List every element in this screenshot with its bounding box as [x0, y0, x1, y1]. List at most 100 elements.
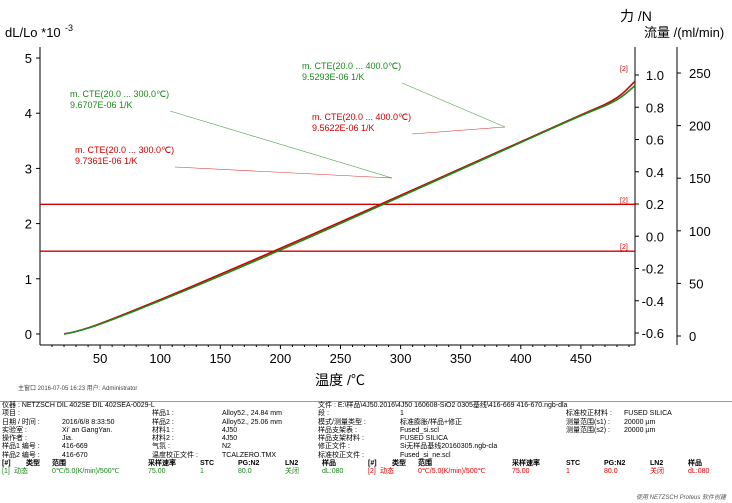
info-label: 模式/测量类型 :	[318, 418, 366, 426]
y-right2-tick-label: 50	[689, 276, 703, 291]
y-right2-tick-label: 100	[689, 224, 711, 239]
info-value: 1	[400, 410, 404, 418]
y-right1-tick-label: -0.2	[642, 262, 664, 277]
cte-leader-line	[411, 126, 506, 135]
info-row: 日期 / 时间 : 2016/6/8 8:33:50 样品2 : Alloy52…	[0, 418, 732, 426]
info-value: 20000 µm	[624, 418, 656, 426]
info-label: 样品2 :	[152, 418, 174, 426]
col-header: 类型	[392, 460, 406, 468]
segment-cell: [1]	[2, 468, 10, 476]
segment-cell: 75.00	[148, 468, 166, 476]
x-axis-label: 温度 /℃	[315, 372, 365, 388]
cte-leader-line	[401, 82, 506, 128]
info-label: 测量范围(s1) :	[566, 418, 610, 426]
info-label: 样品1 :	[152, 410, 174, 418]
segment-cell: 动态	[14, 468, 28, 476]
col-header: [#]	[2, 460, 11, 468]
info-value: 2016/6/8 8:33:50	[62, 418, 115, 426]
x-tick-label: 250	[330, 351, 352, 366]
info-row: 样品2 编号 : 416-670 温度校正文件 : TCALZERO.TMX 标…	[0, 451, 732, 459]
col-header: STC	[566, 460, 580, 468]
x-tick-label: 100	[149, 351, 171, 366]
reference-hline-tag: [2]	[620, 197, 628, 204]
x-tick-label: 50	[93, 351, 107, 366]
footer-credit: 使用 NETZSCH Proteus 软件创建	[635, 495, 726, 501]
y-right1-tick-label: -0.4	[642, 294, 664, 309]
info-label: 操作者 :	[2, 435, 27, 443]
segment-cell: dL:080	[322, 468, 344, 476]
dilatometry-chart: 50 100 150 200 250 300 350 400 450 0 1 2 3 4 5 -0.6 -0.4…	[5, 8, 724, 388]
col-header: 范围	[52, 460, 66, 468]
info-label: 实验室 :	[2, 426, 27, 434]
info-label: 样品支架表 :	[318, 426, 357, 434]
info-value: Fused_si.scl	[400, 426, 439, 434]
info-label: 样品2 编号 :	[2, 451, 40, 459]
info-label: 修正文件 :	[318, 443, 350, 451]
cte-annotation-value: 9.5622E-06 1/K	[312, 123, 375, 133]
info-value: FUSED SILICA	[400, 435, 448, 443]
y-right2-axis-label: 流量 /(ml/min)	[644, 25, 724, 40]
info-value: Alloy52., 24.84 mm	[222, 410, 282, 418]
y-left-axis-exponent: -3	[65, 23, 73, 33]
info-label: 项目 :	[2, 410, 20, 418]
info-label: 日期 / 时间 :	[2, 418, 40, 426]
cte-annotation-range: m. CTE(20.0 ... 400.0℃)	[312, 112, 411, 122]
info-value: 4J50	[222, 435, 238, 443]
y-right1-tick-label: -0.6	[642, 326, 664, 341]
col-header: PG:N2	[604, 460, 626, 468]
info-label: 标准校正文件 :	[318, 451, 364, 459]
cte-annotation-value: 9.6707E-06 1/K	[70, 100, 133, 110]
info-row: 项目 : 样品1 : Alloy52., 24.84 mm 段 : 1 标准校正…	[0, 409, 732, 417]
y-left-tick-label: 0	[25, 327, 32, 342]
segment-row: [1] 动态 0℃/5.0(K/min)/500℃ 75.00 1 80.0 关…	[0, 467, 732, 475]
y-right1-tick-label: 1.0	[646, 68, 664, 83]
y-left-tick-label: 3	[25, 161, 32, 176]
info-row: 实验室 : Xi' an GangYan. 材料1 : 4J50 样品支架表 :…	[0, 426, 732, 434]
col-header: LN2	[285, 460, 299, 468]
col-header: 范围	[418, 460, 432, 468]
y-right2-tick-label: 200	[689, 119, 711, 134]
x-tick-label: 400	[510, 351, 532, 366]
col-header: 采样速率	[512, 460, 540, 468]
reference-hline-tag: [2]	[620, 244, 628, 251]
segment-cell: 0℃/5.0(K/min)/500℃	[418, 468, 486, 476]
info-label: 材料1 :	[152, 426, 174, 434]
info-label: 样品支架材料 :	[318, 435, 364, 443]
col-header: 样品	[322, 460, 336, 468]
y-left-tick-label: 2	[25, 217, 32, 232]
info-table: 仪器 : NETZSCH DIL 402SE DIL 402SEA-0029-L…	[0, 397, 732, 476]
segment-header: [#] 类型 范围 采样速率 STC PG:N2 LN2 样品 [#] 类型 范…	[0, 459, 732, 467]
segment-cell: 75.00	[512, 468, 530, 476]
x-tick-label: 150	[209, 351, 231, 366]
y-left-tick-label: 5	[25, 51, 32, 66]
x-tick-label: 300	[390, 351, 412, 366]
info-value: N2	[222, 443, 231, 451]
info-value: 416-670	[62, 451, 88, 459]
info-label: 标准校正材料 :	[566, 410, 612, 418]
x-tick-label: 200	[270, 351, 292, 366]
x-tick-label: 350	[450, 351, 472, 366]
info-value: Jia.	[62, 435, 73, 443]
y-right1-tick-label: 0.6	[646, 133, 664, 148]
y-right1-tick-label: 0.4	[646, 165, 664, 180]
segment-cell: 1	[566, 468, 570, 476]
col-header: LN2	[650, 460, 664, 468]
col-header: 类型	[26, 460, 40, 468]
info-value: Fused_si_ne.scl	[400, 451, 451, 459]
y-right2-tick-label: 150	[689, 171, 711, 186]
instrument-text: 仪器 : NETZSCH DIL 402SE DIL 402SEA-0029-L	[2, 402, 155, 409]
series-end-tag: [2]	[620, 66, 628, 73]
info-label: 测量范围(s2) :	[566, 426, 610, 434]
segment-cell: [2]	[368, 468, 376, 476]
info-row: 操作者 : Jia. 材料2 : 4J50 样品支架材料 : FUSED SIL…	[0, 434, 732, 442]
cte-annotation-range: m. CTE(20.0 ... 300.0℃)	[70, 89, 169, 99]
file-text: 文件 : E:\样品\4J50.2016\4J50 160608-SiO2 03…	[318, 402, 568, 409]
info-label: 段 :	[318, 410, 329, 418]
segment-cell: 1	[200, 468, 204, 476]
info-value: 20000 µm	[624, 426, 656, 434]
segment-cell: 动态	[380, 468, 394, 476]
y-left-tick-label: 4	[25, 106, 32, 121]
y-left-axis-label: dL/Lo *10	[5, 25, 61, 40]
segment-cell: 关闭	[650, 468, 664, 476]
col-header: STC	[200, 460, 214, 468]
